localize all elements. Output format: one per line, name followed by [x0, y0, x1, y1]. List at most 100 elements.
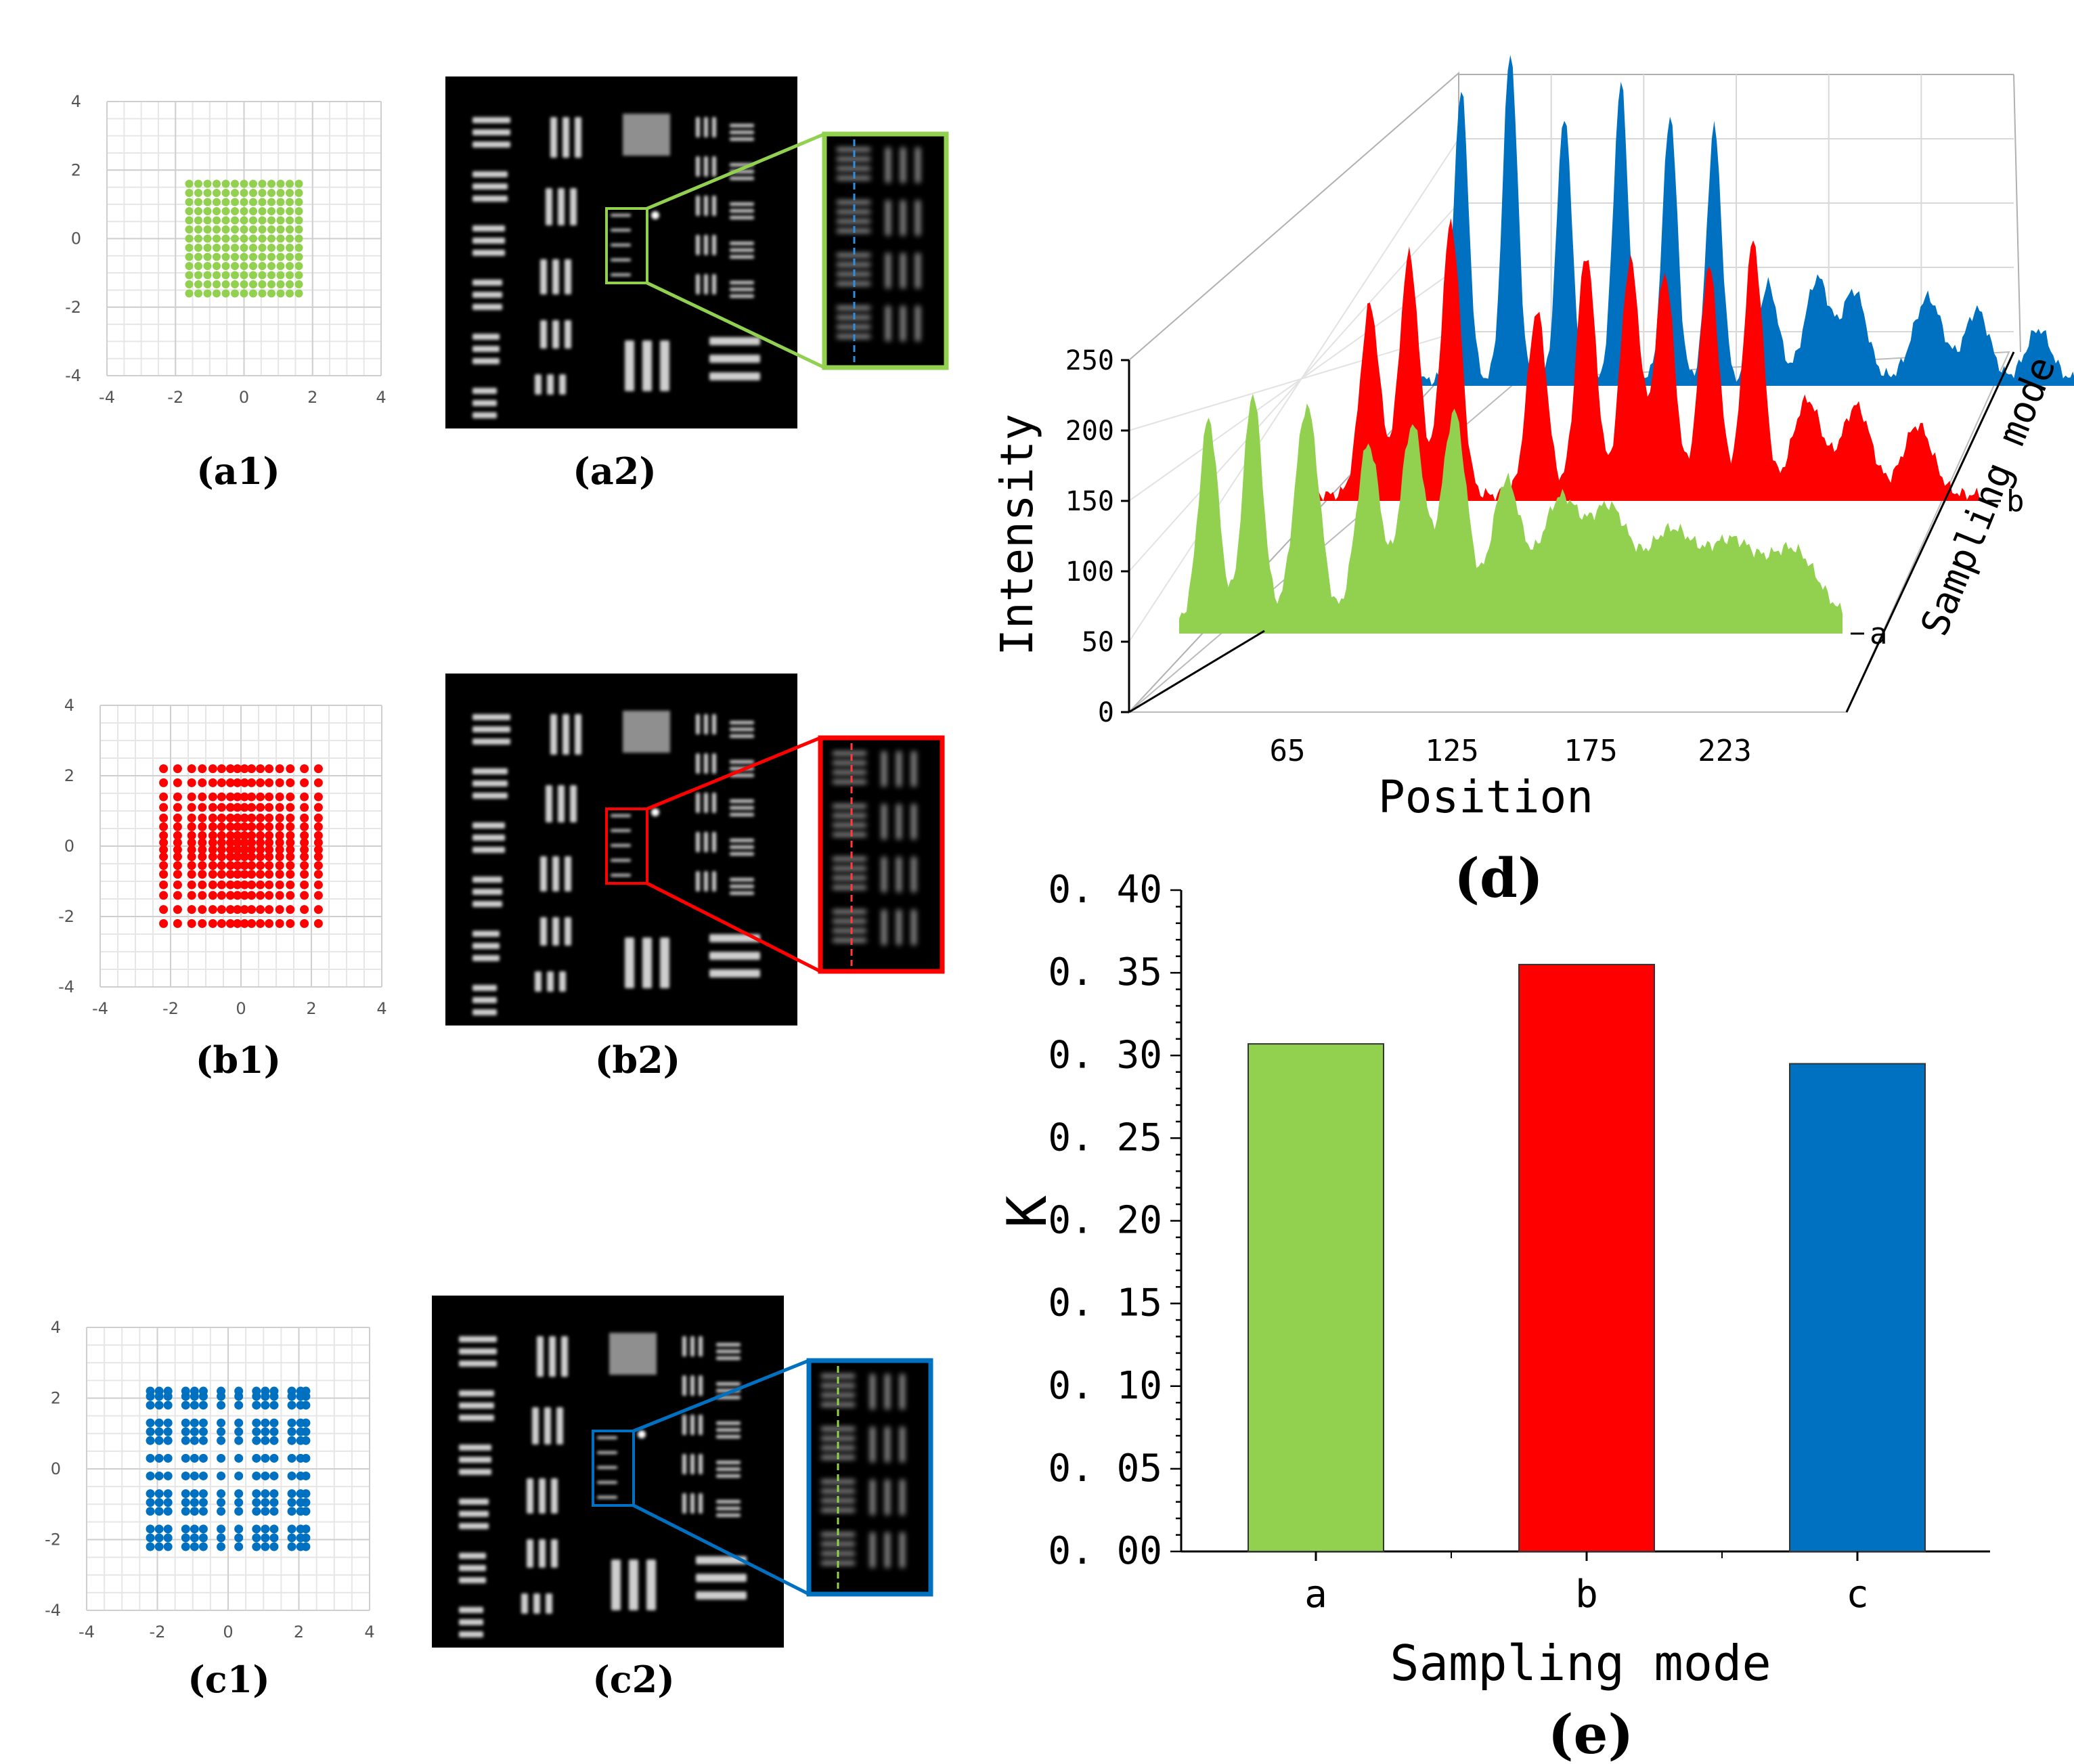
target-bar: [472, 780, 508, 787]
sampling-point: [247, 813, 257, 822]
y-axis-title: K: [996, 1195, 1059, 1228]
sampling-point: [286, 852, 295, 862]
sampling-point: [287, 1401, 296, 1410]
sampling-point: [198, 891, 207, 900]
sampling-point: [225, 792, 235, 801]
target-bar: [552, 917, 559, 946]
inset-bar: [833, 780, 866, 784]
sampling-point: [185, 234, 194, 243]
sampling-point: [233, 831, 242, 840]
y-tick-label: 2: [71, 160, 81, 179]
sampling-point: [286, 207, 294, 215]
target-bar: [472, 400, 497, 406]
target-bar: [682, 1415, 686, 1435]
sampling-point: [286, 244, 294, 252]
panel-label-c1: (c1): [187, 1658, 270, 1701]
sampling-point: [300, 778, 309, 787]
target-bar: [472, 412, 497, 418]
sampling-point: [154, 1401, 164, 1410]
sampling-point: [213, 271, 221, 280]
inset-bar: [837, 253, 870, 257]
sampling-point: [187, 861, 196, 870]
sampling-point: [234, 1386, 244, 1396]
sampling-point: [287, 1436, 296, 1445]
inset-bar: [821, 1374, 855, 1378]
sampling-point: [213, 252, 221, 261]
sampling-point: [294, 198, 303, 206]
sampling-point: [198, 852, 207, 862]
sampling-point: [231, 207, 239, 215]
sampling-point: [233, 822, 242, 831]
x-axis-left: [1128, 630, 1265, 713]
sampling-point: [163, 1542, 173, 1551]
y-tick-label: 0. 25: [1048, 1116, 1162, 1160]
target-bar: [472, 304, 502, 310]
sampling-point: [225, 803, 235, 812]
sampling-point: [233, 852, 242, 862]
target-bar: [539, 1539, 546, 1568]
target-bar: [459, 1631, 483, 1637]
sampling-point: [252, 1453, 261, 1463]
sampling-point: [194, 179, 202, 188]
sampling-point: [269, 1418, 279, 1428]
sampling-point: [256, 870, 265, 879]
sampling-point: [217, 831, 226, 840]
sampling-point: [208, 792, 217, 801]
target-bar: [539, 1478, 546, 1514]
series-area-a: [1179, 393, 1843, 634]
sampling-point: [221, 234, 230, 243]
target-bar: [682, 1493, 686, 1514]
sampling-point: [261, 1427, 270, 1436]
sampling-point: [208, 764, 217, 774]
sampling-point: [286, 870, 295, 879]
sampling-point: [247, 919, 257, 928]
sampling-point: [163, 1453, 173, 1463]
target-bar: [730, 728, 754, 731]
sampling-point: [194, 225, 202, 234]
target-bar: [712, 832, 716, 852]
sampling-point: [213, 189, 221, 197]
target-bar: [472, 714, 510, 720]
y-axis-title: Intensity: [991, 414, 1043, 656]
resolution-target-image-a2: [445, 76, 949, 428]
target-bar: [472, 793, 508, 799]
sampling-point: [208, 831, 217, 840]
inset-bar: [900, 306, 906, 341]
sampling-point: [265, 778, 274, 787]
sampling-point: [249, 198, 257, 206]
sampling-point: [267, 244, 275, 252]
sampling-point: [187, 880, 196, 889]
target-bar: [546, 188, 552, 225]
sampling-point: [286, 179, 294, 188]
sampling-point: [221, 244, 230, 252]
sampling-point: [225, 838, 235, 847]
target-bar: [730, 721, 754, 724]
target-bar: [611, 844, 631, 847]
zoom-connector: [632, 1503, 810, 1596]
sampling-point: [221, 289, 230, 298]
sampling-point: [213, 198, 221, 206]
target-bar: [716, 1514, 741, 1517]
sampling-point: [240, 880, 249, 889]
target-bar: [459, 1607, 483, 1613]
target-bar: [696, 235, 700, 255]
target-dot: [638, 1430, 646, 1438]
sampling-point: [313, 778, 323, 787]
sampling-point: [231, 244, 239, 252]
sampling-point: [240, 778, 249, 787]
sampling-point: [294, 244, 303, 252]
sampling-point: [234, 1401, 244, 1410]
sampling-point: [267, 234, 275, 243]
y-tick-label: 0. 00: [1048, 1529, 1162, 1573]
target-square: [609, 1333, 657, 1375]
target-bar: [459, 1577, 486, 1583]
scatter-plot-a1: -4 -2 0 2 4 4 2 0 -2 -4: [65, 92, 387, 407]
sampling-point: [217, 1427, 226, 1436]
sampling-point: [247, 870, 257, 879]
zoom-inset-bars: [833, 751, 917, 945]
sampling-point: [313, 838, 323, 847]
y-tick-label: 2: [51, 1389, 61, 1408]
sampling-point: [240, 822, 249, 831]
sampling-point: [217, 891, 226, 900]
sampling-point: [233, 861, 242, 870]
